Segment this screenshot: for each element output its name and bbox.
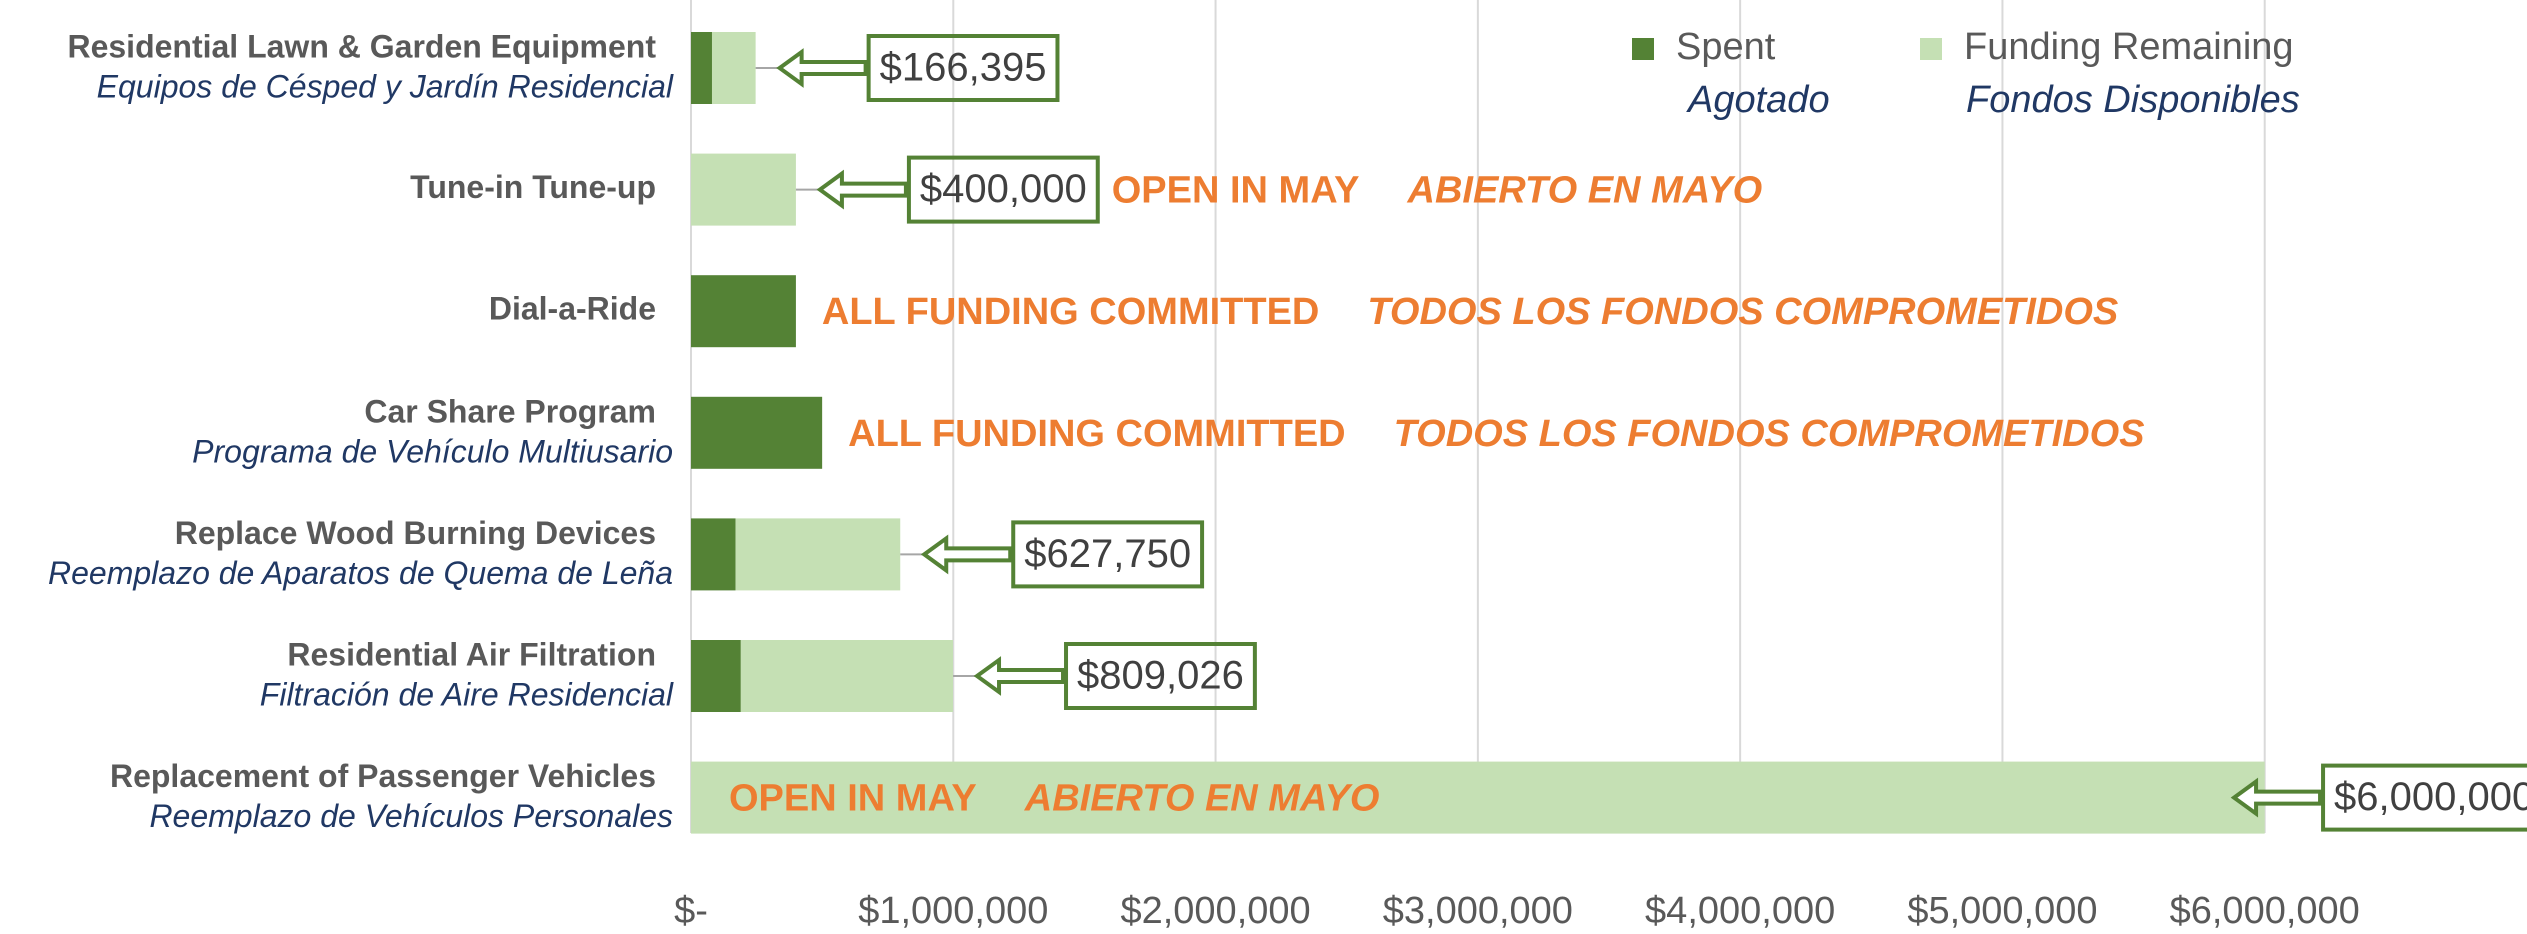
bar-segment [691,640,741,712]
bar-segment [711,32,756,104]
value-label: $809,026 [1077,654,1244,698]
category-label: Car Share Program [364,393,656,429]
legend-label-es: Fondos Disponibles [1966,79,2300,121]
bar-segment [691,396,823,469]
value-label: $166,395 [880,46,1047,90]
callout-box [1011,520,1205,589]
legend-label: Funding Remaining [1964,26,2294,68]
callout-arrow [776,48,868,88]
callout: $809,026 [953,642,1257,710]
value-label: $627,750 [1024,532,1191,576]
annotation-es: TODOS LOS FONDOS COMPROMETIDOS [1367,291,2118,333]
bar-segment [691,275,796,348]
category-label: Residential Air Filtration [287,636,656,672]
annotation: OPEN IN MAY [729,778,977,820]
callout-arrow [816,169,908,210]
callout-box [1064,642,1257,710]
value-label: $400,000 [920,167,1087,211]
bar-segment [691,32,712,104]
category-label: Residential Lawn & Garden Equipment [67,28,656,64]
category-label: Replacement of Passenger Vehicles [110,758,656,794]
callout-box [906,155,1100,224]
annotation-es: ABIERTO EN MAYO [1407,170,1763,212]
callout-arrow [920,534,1013,575]
category-label-es: Filtración de Aire Residencial [260,676,674,712]
x-tick-label: $6,000,000 [2170,890,2360,932]
callout: $400,000 [795,155,1100,224]
legend-label-es: Agotado [1686,79,1830,121]
annotation: OPEN IN MAY [1112,170,1360,212]
callout: $627,750 [900,520,1205,589]
category-label: Replace Wood Burning Devices [175,515,656,551]
category-label-es: Equipos de Césped y Jardín Residencial [97,68,674,104]
bar-segment [740,640,954,712]
x-tick-label: $4,000,000 [1645,890,1835,932]
callout-arrow [2230,777,2323,818]
bar-segment [735,518,901,591]
legend-swatch [1632,38,1654,60]
callout: $166,395 [755,34,1060,102]
legend-label: Spent [1676,26,1776,68]
legend-swatch [1920,38,1942,60]
annotation-es: TODOS LOS FONDOS COMPROMETIDOS [1394,413,2145,455]
category-label: Tune-in Tune-up [410,169,656,205]
x-tick-label: $2,000,000 [1120,890,1310,932]
x-tick-label: $3,000,000 [1383,890,1573,932]
annotation: ALL FUNDING COMMITTED [848,413,1345,455]
callout: $6,000,000 [2230,763,2527,832]
x-tick-label: $- [674,890,708,932]
callout-box [866,34,1060,102]
bar-segment [691,761,2265,834]
x-tick-label: $1,000,000 [858,890,1048,932]
category-label-es: Reemplazo de Aparatos de Quema de Leña [48,555,673,591]
category-label: Dial-a-Ride [489,291,656,327]
bar-segment [691,518,736,591]
category-label-es: Reemplazo de Vehículos Personales [149,798,673,834]
annotation-es: ABIERTO EN MAYO [1024,778,1380,820]
callout-box [2321,763,2527,832]
grid [690,0,2266,833]
callout-arrow [973,656,1066,696]
value-label: $6,000,000 [2334,775,2527,819]
category-label-es: Programa de Vehículo Multiusario [192,433,673,469]
x-tick-label: $5,000,000 [1907,890,2097,932]
annotation: ALL FUNDING COMMITTED [822,291,1319,333]
bar-segment [691,153,796,226]
